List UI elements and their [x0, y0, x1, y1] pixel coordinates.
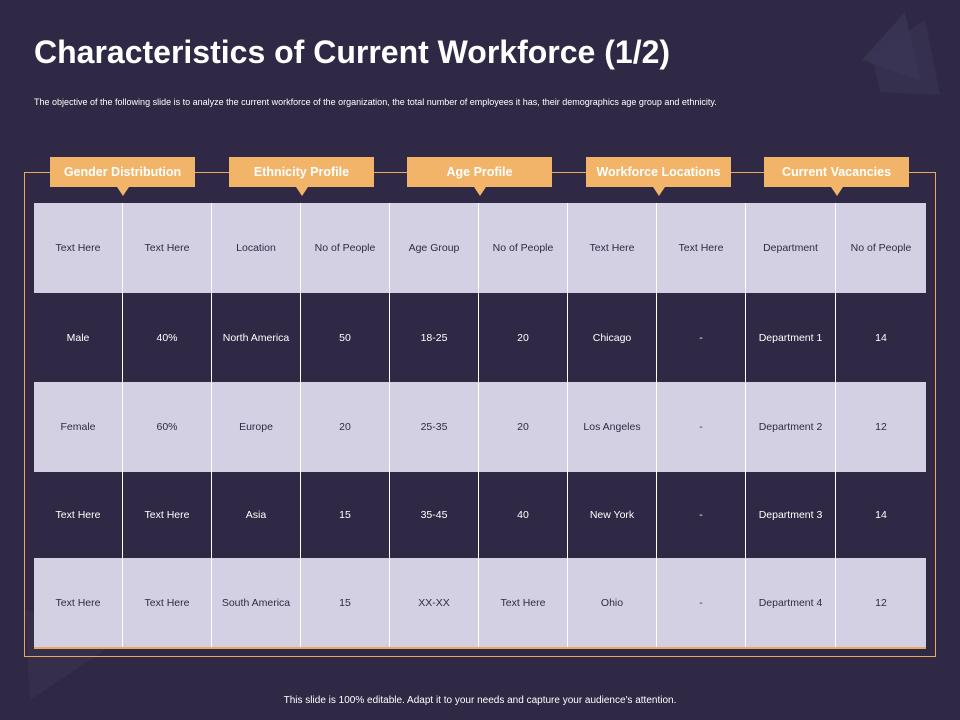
header-current-vacancies: Current Vacancies [764, 157, 909, 196]
table-cell: Text Here [568, 203, 657, 293]
table-cell: 60% [123, 382, 212, 472]
table-cell: Department [746, 203, 836, 293]
table-cell: Los Angeles [568, 382, 657, 472]
table-cell: Text Here [123, 472, 212, 558]
table-cell: Asia [212, 472, 301, 558]
header-gender-distribution: Gender Distribution [50, 157, 195, 196]
table-cell: 40 [479, 472, 568, 558]
footer-note: This slide is 100% editable. Adapt it to… [283, 695, 677, 706]
table-cell: Text Here [34, 472, 123, 558]
table-row: Male 40% North America 50 18-25 20 Chica… [34, 293, 926, 382]
table-cell: Location [212, 203, 301, 293]
table-cell: Text Here [479, 558, 568, 647]
page-title: Characteristics of Current Workforce (1/… [34, 34, 671, 70]
table-cell: 50 [301, 293, 390, 382]
header-age-profile: Age Profile [407, 157, 552, 196]
table-row: Text Here Text Here South America 15 XX-… [34, 558, 926, 647]
page-subtitle: The objective of the following slide is … [34, 97, 717, 107]
table-cell: Text Here [123, 203, 212, 293]
table-cell: Department 4 [746, 558, 836, 647]
table-cell: Chicago [568, 293, 657, 382]
table-cell: Text Here [34, 558, 123, 647]
table-cell: 12 [875, 596, 887, 609]
table-cell: - [657, 382, 746, 472]
header-ethnicity-profile: Ethnicity Profile [229, 157, 374, 196]
table-cell: 15 [301, 472, 390, 558]
table-cell: Department 3 [746, 472, 836, 558]
table-cell: Male [34, 293, 123, 382]
section-headers: Gender Distribution Ethnicity Profile Ag… [0, 157, 960, 201]
table-cell: XX-XX [390, 558, 479, 647]
table-cell: No of People [850, 242, 912, 254]
table-cell: Text Here [123, 558, 212, 647]
table-cell: 20 [479, 382, 568, 472]
table-cell: Ohio [568, 558, 657, 647]
table-cell: New York [568, 472, 657, 558]
table-row: Text Here Text Here Asia 15 35-45 40 New… [34, 472, 926, 558]
table-cell: Department 2 [746, 382, 836, 472]
table-cell: 14 [875, 331, 887, 344]
table-cell: No of People [301, 203, 390, 293]
table-cell: - [657, 558, 746, 647]
header-workforce-locations: Workforce Locations [586, 157, 731, 196]
table-cell: Europe [212, 382, 301, 472]
table-row: Female 60% Europe 20 25-35 20 Los Angele… [34, 382, 926, 472]
table-cell: Department 1 [746, 293, 836, 382]
table-cell: North America [212, 293, 301, 382]
table-cell: - [657, 472, 746, 558]
table-cell: No of People [479, 203, 568, 293]
table-cell: 12 [875, 421, 887, 433]
table-header-row: Text Here Text Here Location No of Peopl… [34, 203, 926, 293]
table-cell: Text Here [657, 203, 746, 293]
table-cell: - [657, 293, 746, 382]
workforce-table: Text Here Text Here Location No of Peopl… [34, 203, 926, 649]
table-cell: 20 [301, 382, 390, 472]
table-cell: 40% [123, 293, 212, 382]
table-cell: Female [34, 382, 123, 472]
table-cell: 15 [301, 558, 390, 647]
table-cell: 18-25 [390, 293, 479, 382]
table-cell: South America [212, 558, 301, 647]
table-cell: 20 [479, 293, 568, 382]
table-cell: Text Here [34, 203, 123, 293]
table-cell: 25-35 [390, 382, 479, 472]
table-cell: 35-45 [390, 472, 479, 558]
table-cell: Age Group [390, 203, 479, 293]
table-cell: 14 [875, 509, 887, 521]
